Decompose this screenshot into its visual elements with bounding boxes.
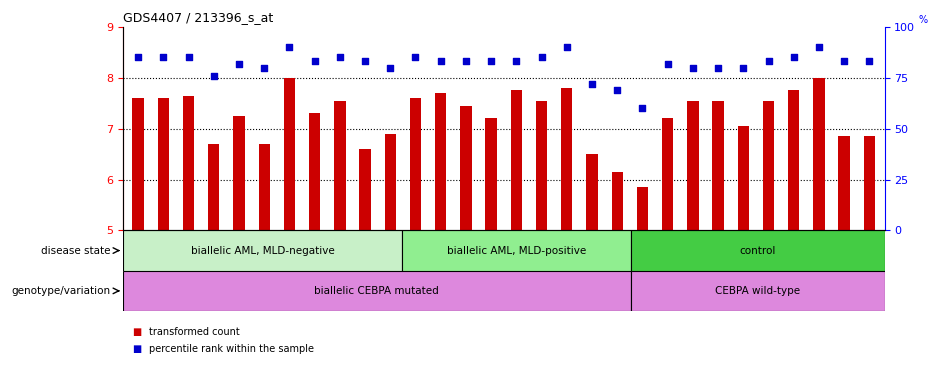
Point [307, 58, 323, 65]
Point [206, 73, 221, 79]
Bar [334, 101, 345, 230]
Text: CEBPA wild-type: CEBPA wild-type [715, 286, 800, 296]
Text: disease state: disease state [41, 245, 111, 256]
Point [710, 65, 726, 71]
Point [282, 44, 297, 50]
Text: ■: ■ [132, 327, 142, 337]
Text: biallelic AML, MLD-negative: biallelic AML, MLD-negative [191, 245, 335, 256]
Point [559, 44, 574, 50]
Text: biallelic CEBPA mutated: biallelic CEBPA mutated [314, 286, 439, 296]
Bar [385, 134, 396, 230]
Bar [435, 93, 447, 230]
Bar [123, 271, 631, 311]
Point [534, 54, 549, 60]
Bar [402, 230, 631, 271]
Point [635, 105, 650, 111]
Point [232, 60, 247, 66]
Point [383, 65, 398, 71]
Point [812, 44, 827, 50]
Bar [631, 230, 885, 271]
Bar [258, 144, 270, 230]
Point [609, 87, 624, 93]
Text: %: % [919, 15, 928, 25]
Text: percentile rank within the sample: percentile rank within the sample [149, 344, 314, 354]
Text: GDS4407 / 213396_s_at: GDS4407 / 213396_s_at [123, 11, 273, 24]
Bar [814, 78, 825, 230]
Text: transformed count: transformed count [149, 327, 240, 337]
Bar [535, 101, 547, 230]
Bar [511, 91, 522, 230]
Point [131, 54, 146, 60]
Bar [864, 136, 875, 230]
Point [181, 54, 196, 60]
Bar [788, 91, 799, 230]
Point [408, 54, 423, 60]
Point [786, 54, 801, 60]
Bar [359, 149, 371, 230]
Bar [208, 144, 219, 230]
Point [585, 81, 600, 87]
Point [736, 65, 751, 71]
Point [685, 65, 700, 71]
Point [761, 58, 776, 65]
Bar [611, 172, 622, 230]
Bar [183, 96, 194, 230]
Bar [738, 126, 749, 230]
Bar [309, 113, 321, 230]
Text: control: control [740, 245, 776, 256]
Bar [132, 98, 144, 230]
Bar [637, 187, 648, 230]
Bar [631, 271, 885, 311]
Point [156, 54, 171, 60]
Point [332, 54, 347, 60]
Bar [712, 101, 724, 230]
Point [509, 58, 524, 65]
Bar [284, 78, 295, 230]
Bar [561, 88, 572, 230]
Point [660, 60, 675, 66]
Bar [485, 118, 497, 230]
Bar [158, 98, 169, 230]
Bar [461, 106, 472, 230]
Point [459, 58, 474, 65]
Bar [838, 136, 850, 230]
Bar [587, 154, 598, 230]
Point [483, 58, 499, 65]
Point [433, 58, 448, 65]
Point [358, 58, 373, 65]
Bar [687, 101, 698, 230]
Text: ■: ■ [132, 344, 142, 354]
Bar [762, 101, 774, 230]
Point [836, 58, 851, 65]
Bar [123, 230, 402, 271]
Point [862, 58, 877, 65]
Text: genotype/variation: genotype/variation [11, 286, 111, 296]
Bar [662, 118, 674, 230]
Text: biallelic AML, MLD-positive: biallelic AML, MLD-positive [447, 245, 587, 256]
Bar [410, 98, 421, 230]
Bar [234, 116, 245, 230]
Point [256, 65, 272, 71]
